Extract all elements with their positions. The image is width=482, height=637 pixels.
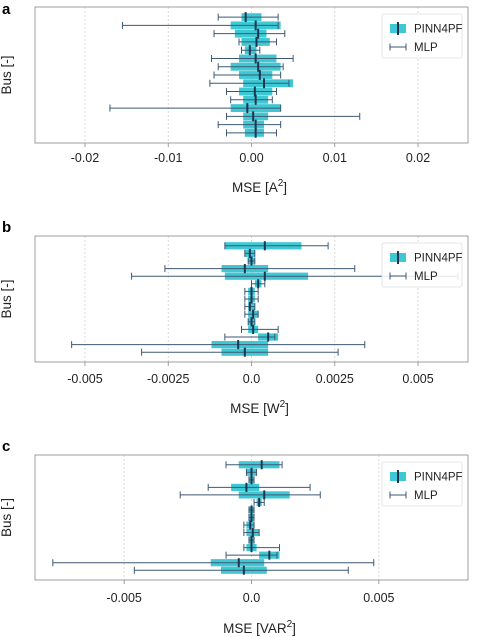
panel-a: a -0.02 -0.01 0.00 0.01 0.02 MSE [A2] Bus [-] PI… [0, 1, 469, 195]
x-tick-label: 0.01 [323, 151, 347, 165]
x-axis-label-text: MSE [A [232, 180, 278, 195]
x-tick-label: -0.01 [154, 151, 183, 165]
x-tick-label: 0.0 [243, 591, 260, 605]
legend-label-pinn4pf: PINN4PF [414, 472, 463, 484]
x-tick-label: 0.0 [243, 372, 260, 386]
x-tick-label: 0.02 [406, 151, 430, 165]
x-tick-label: 0.005 [363, 591, 394, 605]
y-axis-label: Bus [-] [0, 498, 14, 537]
x-axis-label-close: ] [283, 180, 287, 195]
y-axis-label: Bus [-] [0, 55, 14, 94]
legend-label-mlp: MLP [414, 490, 438, 502]
x-axis-label: MSE [VAR2] [223, 619, 296, 636]
legend-label-pinn4pf: PINN4PF [414, 24, 463, 36]
x-tick-label: 0.0025 [316, 372, 354, 386]
x-axis-label: MSE [A2] [232, 178, 287, 195]
x-axis-label-text: MSE [W [230, 401, 280, 416]
x-axis-label-superscript: 2 [278, 178, 284, 189]
panel-letter: c [2, 438, 10, 455]
legend-label-mlp: MLP [414, 271, 438, 283]
legend: PINN4PF MLP [381, 461, 463, 507]
x-axis-label-close: ] [292, 621, 296, 636]
x-axis-label-text: MSE [VAR [223, 621, 287, 636]
panel-c: c -0.005 0.0 0.005 MSE [VAR2] Bus [-] PINN4PF M… [0, 438, 469, 636]
panel-letter: b [2, 219, 11, 236]
x-tick-label: -0.005 [106, 591, 141, 605]
panel-letter: a [2, 1, 11, 18]
legend-label-mlp: MLP [414, 42, 438, 54]
legend-label-pinn4pf: PINN4PF [414, 253, 463, 265]
x-tick-label: 0.00 [239, 151, 263, 165]
x-tick-label: -0.02 [71, 151, 100, 165]
y-axis-label: Bus [-] [0, 279, 14, 318]
panel-b: b -0.005 -0.0025 0.0 0.0025 0.005 MSE [W2] Bus … [0, 219, 469, 416]
x-axis-label: MSE [W2] [230, 399, 289, 416]
legend: PINN4PF MLP [381, 13, 463, 59]
x-tick-label: -0.0025 [147, 372, 189, 386]
x-axis-label-close: ] [285, 401, 289, 416]
x-tick-label: -0.005 [67, 372, 102, 386]
legend: PINN4PF MLP [381, 242, 463, 288]
x-axis-label-superscript: 2 [280, 399, 286, 410]
x-axis-label-superscript: 2 [287, 619, 293, 630]
x-tick-label: 0.005 [402, 372, 433, 386]
